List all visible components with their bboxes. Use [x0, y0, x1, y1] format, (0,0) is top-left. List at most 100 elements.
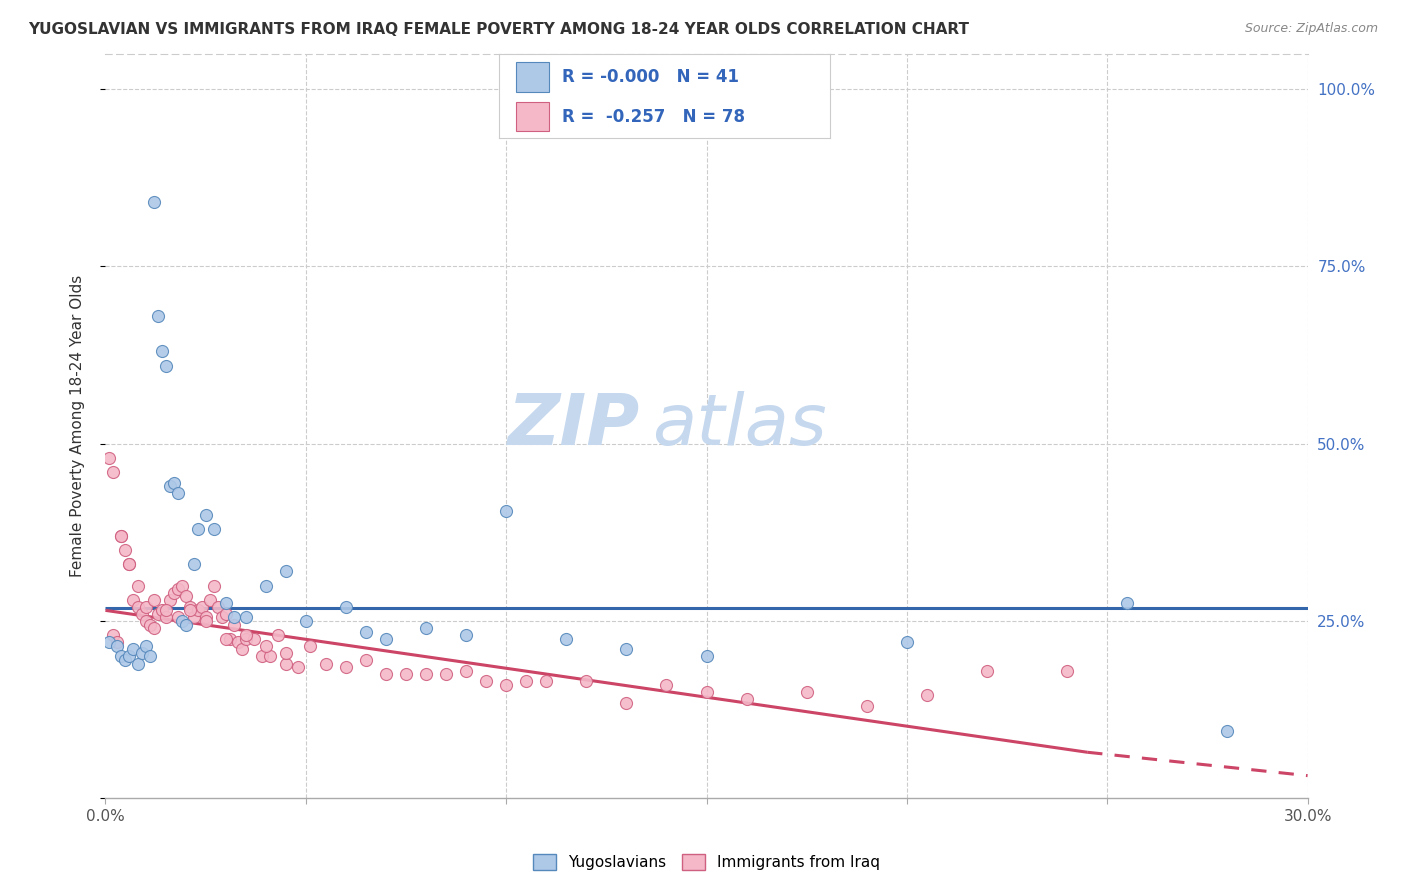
Text: R = -0.000   N = 41: R = -0.000 N = 41 — [562, 68, 740, 86]
Point — [222, 610, 245, 624]
Point — [146, 309, 169, 323]
Point — [254, 578, 277, 592]
Text: YUGOSLAVIAN VS IMMIGRANTS FROM IRAQ FEMALE POVERTY AMONG 18-24 YEAR OLDS CORRELA: YUGOSLAVIAN VS IMMIGRANTS FROM IRAQ FEMA… — [28, 22, 969, 37]
Point — [166, 582, 188, 596]
Point — [555, 632, 578, 646]
Point — [103, 628, 125, 642]
Point — [114, 543, 136, 558]
Point — [131, 646, 153, 660]
Point — [127, 578, 149, 592]
Point — [118, 649, 141, 664]
Point — [170, 578, 193, 592]
Point — [287, 660, 309, 674]
Point — [226, 635, 249, 649]
Point — [155, 610, 177, 624]
Y-axis label: Female Poverty Among 18-24 Year Olds: Female Poverty Among 18-24 Year Olds — [70, 275, 84, 577]
Point — [354, 624, 377, 639]
Point — [696, 685, 718, 699]
Point — [214, 607, 236, 621]
Point — [915, 689, 938, 703]
Point — [146, 607, 169, 621]
Point — [335, 599, 357, 614]
Point — [150, 603, 173, 617]
Point — [735, 692, 758, 706]
Point — [135, 639, 157, 653]
Point — [354, 653, 377, 667]
Point — [211, 610, 233, 624]
Point — [896, 635, 918, 649]
Point — [207, 599, 229, 614]
Point — [142, 621, 165, 635]
Point — [274, 646, 297, 660]
Point — [242, 632, 264, 646]
Point — [166, 486, 188, 500]
Point — [135, 599, 157, 614]
Point — [434, 667, 457, 681]
Point — [796, 685, 818, 699]
Point — [114, 653, 136, 667]
Point — [138, 617, 160, 632]
Point — [107, 635, 129, 649]
Point — [315, 657, 337, 671]
Point — [159, 479, 181, 493]
Point — [202, 522, 225, 536]
Point — [110, 529, 132, 543]
Point — [222, 617, 245, 632]
Point — [127, 657, 149, 671]
Point — [150, 344, 173, 359]
Point — [495, 678, 517, 692]
Point — [575, 674, 598, 689]
Point — [155, 359, 177, 373]
Point — [335, 660, 357, 674]
Point — [1216, 723, 1239, 738]
Point — [187, 603, 209, 617]
Point — [179, 603, 201, 617]
Point — [395, 667, 418, 681]
Point — [616, 642, 638, 657]
Point — [515, 674, 537, 689]
Point — [250, 649, 273, 664]
Point — [475, 674, 498, 689]
Point — [415, 667, 437, 681]
Point — [194, 610, 217, 624]
Bar — [516, 62, 548, 92]
Point — [183, 610, 205, 624]
Point — [110, 649, 132, 664]
Point — [295, 614, 318, 628]
Point — [696, 649, 718, 664]
Point — [174, 617, 197, 632]
Point — [976, 664, 998, 678]
Point — [194, 508, 217, 522]
Point — [107, 639, 129, 653]
Point — [187, 522, 209, 536]
Point — [374, 667, 398, 681]
Point — [218, 632, 240, 646]
Point — [454, 628, 477, 642]
Point — [162, 585, 184, 599]
Legend: Yugoslavians, Immigrants from Iraq: Yugoslavians, Immigrants from Iraq — [527, 848, 886, 876]
Point — [495, 504, 517, 518]
Point — [118, 558, 141, 572]
Point — [162, 475, 184, 490]
Point — [855, 699, 877, 714]
Point — [98, 635, 121, 649]
Point — [1056, 664, 1078, 678]
Point — [274, 565, 297, 579]
Point — [231, 642, 253, 657]
Point — [103, 465, 125, 479]
Point — [534, 674, 557, 689]
Point — [202, 578, 225, 592]
Point — [214, 632, 236, 646]
Point — [198, 592, 221, 607]
Point — [235, 628, 257, 642]
Point — [170, 614, 193, 628]
Text: Source: ZipAtlas.com: Source: ZipAtlas.com — [1244, 22, 1378, 36]
Point — [1116, 596, 1139, 610]
Point — [138, 649, 160, 664]
Point — [142, 592, 165, 607]
Point — [135, 614, 157, 628]
Bar — [516, 102, 548, 131]
Point — [415, 621, 437, 635]
Text: atlas: atlas — [652, 392, 827, 460]
Text: ZIP: ZIP — [508, 392, 640, 460]
